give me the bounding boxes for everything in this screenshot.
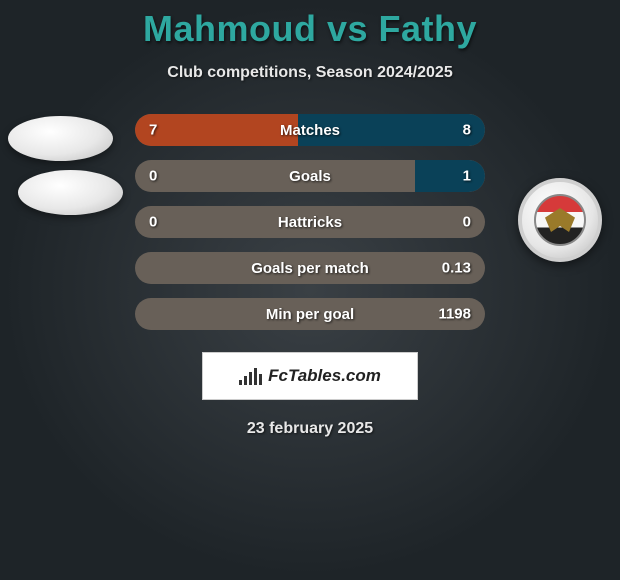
bars-icon — [239, 367, 262, 385]
stat-label: Min per goal — [266, 306, 354, 323]
stat-fill-left — [135, 114, 298, 146]
stat-value-left: 0 — [149, 168, 157, 185]
infographic-container: Mahmoud vs Fathy Club competitions, Seas… — [0, 0, 620, 580]
source-badge-text: FcTables.com — [239, 366, 381, 386]
stat-row: 0 1 Goals — [135, 160, 485, 192]
date-text: 23 february 2025 — [0, 420, 620, 438]
stat-value-left: 7 — [149, 122, 157, 139]
stat-label: Goals — [289, 168, 331, 185]
source-label: FcTables.com — [268, 366, 381, 386]
stat-row: 0 0 Hattricks — [135, 206, 485, 238]
page-title: Mahmoud vs Fathy — [0, 0, 620, 50]
stat-value-left: 0 — [149, 214, 157, 231]
club-badge-inner — [534, 194, 586, 246]
stat-value-right: 1 — [463, 168, 471, 185]
stat-fill-right — [415, 160, 485, 192]
club-badge — [518, 178, 602, 262]
stat-row: 1198 Min per goal — [135, 298, 485, 330]
page-subtitle: Club competitions, Season 2024/2025 — [0, 64, 620, 82]
stat-label: Goals per match — [251, 260, 369, 277]
stat-label: Hattricks — [278, 214, 342, 231]
stat-row: 0.13 Goals per match — [135, 252, 485, 284]
player2-avatar-placeholder — [18, 170, 123, 215]
stats-block: 7 8 Matches 0 1 Goals 0 0 Hattricks 0.13 Goals per… — [135, 114, 485, 330]
stat-row: 7 8 Matches — [135, 114, 485, 146]
stat-value-right: 8 — [463, 122, 471, 139]
eagle-icon — [545, 208, 575, 232]
source-badge[interactable]: FcTables.com — [202, 352, 418, 400]
stat-value-right: 0.13 — [442, 260, 471, 277]
player1-avatar-placeholder — [8, 116, 113, 161]
stat-value-right: 1198 — [438, 306, 471, 323]
stat-label: Matches — [280, 122, 340, 139]
stat-value-right: 0 — [463, 214, 471, 231]
